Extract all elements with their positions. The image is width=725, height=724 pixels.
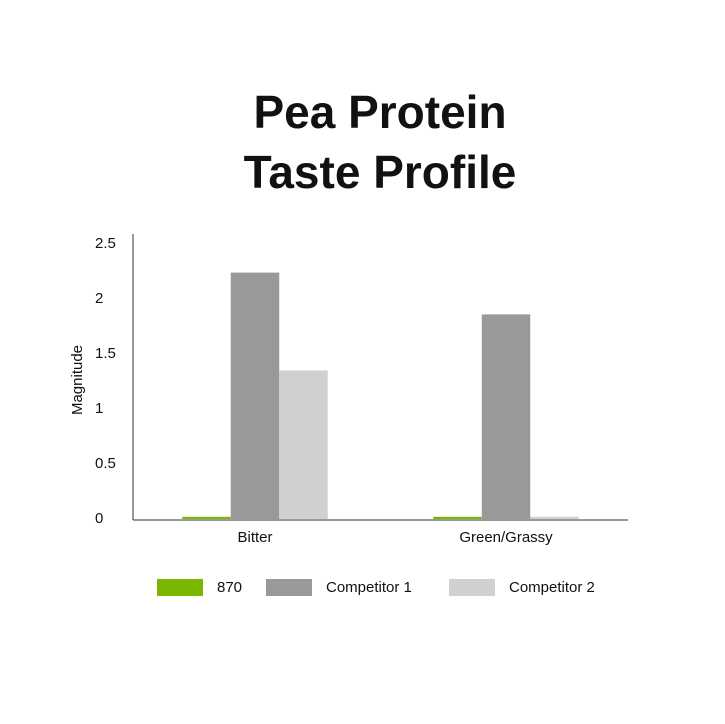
chart-title: Pea Protein bbox=[253, 86, 506, 138]
bar bbox=[433, 516, 482, 519]
y-tick-label: 0 bbox=[95, 510, 103, 527]
y-tick-label: 1.5 bbox=[95, 345, 116, 362]
bar bbox=[182, 516, 231, 519]
x-tick-label: Bitter bbox=[237, 529, 272, 546]
legend-label: 870 bbox=[217, 579, 242, 596]
y-tick-label: 2.5 bbox=[95, 235, 116, 252]
bar bbox=[230, 272, 280, 519]
y-tick-label: 2 bbox=[95, 290, 103, 307]
legend-swatch bbox=[266, 579, 312, 596]
legend-swatch bbox=[157, 579, 203, 596]
legend-swatch bbox=[449, 579, 495, 596]
y-tick-label: 0.5 bbox=[95, 455, 116, 472]
y-tick-label: 1 bbox=[95, 400, 103, 417]
legend-label: Competitor 1 bbox=[326, 579, 412, 596]
bar bbox=[530, 516, 579, 519]
bar bbox=[481, 314, 531, 519]
y-axis-label: Magnitude bbox=[69, 345, 86, 415]
bar bbox=[279, 370, 328, 519]
legend-label: Competitor 2 bbox=[509, 579, 595, 596]
x-tick-label: Green/Grassy bbox=[459, 529, 553, 546]
chart-title: Taste Profile bbox=[244, 146, 517, 198]
